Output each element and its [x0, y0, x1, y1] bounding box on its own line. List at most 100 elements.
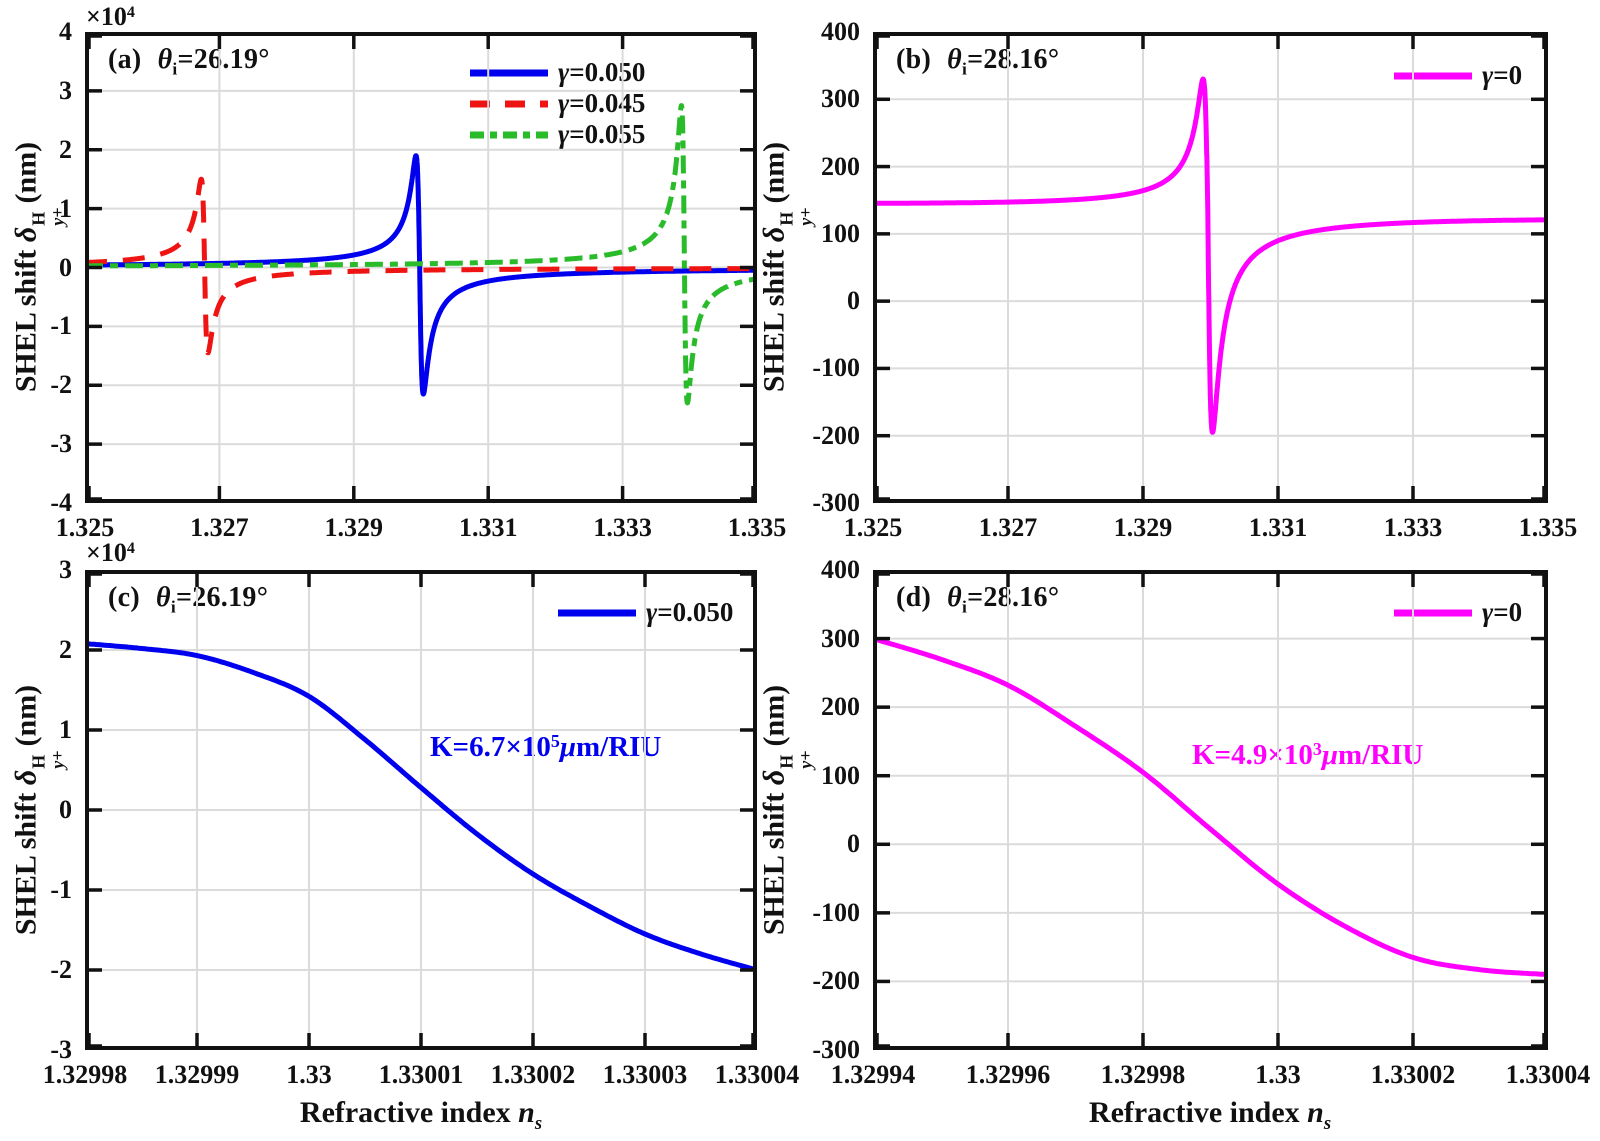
y-tick-label: -1 — [50, 875, 72, 904]
x-tick-label: 1.32999 — [154, 1060, 240, 1089]
ylabel-superscript: H — [776, 754, 797, 769]
y-tick-label: 4 — [59, 17, 72, 46]
x-tick-label: 1.33 — [286, 1060, 332, 1089]
y-tick-label: 1 — [59, 715, 72, 744]
plot-area-d — [873, 570, 1548, 1050]
legend-line-dashdot-icon — [470, 131, 548, 138]
panel-title-c: (c) θi=26.19° — [108, 582, 269, 617]
x-tick-label: 1.329 — [324, 513, 384, 542]
y-tick-label: 300 — [821, 84, 860, 114]
legend-item: γ=0.055 — [468, 119, 645, 150]
series-curve-γ=0.050 — [85, 153, 757, 397]
y-tick-label: -2 — [50, 955, 72, 984]
legend-label: γ=0.050 — [558, 57, 646, 87]
legend-label: γ=0.045 — [558, 88, 646, 118]
ylabel-superscript: H — [776, 211, 797, 226]
y-tick-label: 0 — [847, 829, 860, 859]
x-tick-label: 1.33002 — [1370, 1060, 1456, 1089]
y-tick-label: -4 — [50, 488, 72, 517]
y-tick-label: 2 — [59, 134, 72, 164]
series-curve-γ=0.050 — [85, 641, 757, 973]
y-tick-label: 1 — [59, 193, 72, 223]
legend-c: γ=0.050 — [556, 597, 733, 628]
legend-label: γ=0 — [1482, 597, 1523, 627]
x-tick-label: 1.32996 — [965, 1060, 1051, 1089]
legend-line-solid-icon — [470, 69, 548, 76]
y-tick-label: 100 — [821, 760, 860, 790]
y-tick-label: 300 — [821, 623, 860, 653]
y-tick-label: -1 — [50, 311, 72, 341]
legend-b: γ=0 — [1392, 60, 1522, 91]
x-tick-label: 1.33004 — [714, 1060, 800, 1089]
legend-line-solid-icon — [1394, 72, 1472, 79]
x-tick-label: 1.325 — [843, 513, 903, 542]
legend-label: γ=0.055 — [558, 119, 646, 149]
x-tick-label: 1.335 — [727, 513, 787, 542]
y-tick-label: -3 — [50, 1035, 72, 1064]
panel-title-a: (a) θi=26.19° — [108, 44, 270, 79]
ylabel-subscript: y+ — [47, 750, 68, 769]
legend-label: γ=0.050 — [646, 597, 734, 627]
y-tick-label: 200 — [821, 692, 860, 722]
x-tick-label: 1.32994 — [830, 1060, 916, 1089]
y-tick-label: -200 — [812, 966, 860, 996]
series-curve-γ=0.055 — [85, 103, 757, 406]
y-tick-label: 0 — [847, 286, 860, 316]
ylabel-superscript: H — [28, 754, 49, 769]
y-tick-label: 400 — [821, 17, 860, 46]
y-tick-label: -200 — [812, 420, 860, 450]
x-tick-label: 1.327 — [978, 513, 1038, 542]
sensitivity-annotation-c: K=6.7×105μm/RIU — [430, 731, 662, 763]
y-tick-label: 100 — [821, 218, 860, 248]
y-tick-label: 2 — [59, 635, 72, 664]
x-tick-label: 1.33 — [1255, 1060, 1301, 1089]
x-tick-label: 1.32998 — [1100, 1060, 1186, 1089]
x-axis-label-c: Refractive index ns — [299, 1096, 543, 1135]
y-tick-label: 400 — [821, 555, 860, 584]
legend-item: γ=0 — [1392, 60, 1522, 91]
y-tick-label: -100 — [812, 353, 860, 383]
y-axis-multiplier-c: ×104 — [86, 538, 135, 567]
x-tick-label: 1.33002 — [490, 1060, 576, 1089]
ylabel-subscript: y+ — [795, 750, 816, 769]
panel-title-b: (b) θi=28.16° — [896, 44, 1060, 79]
y-tick-label: -3 — [50, 429, 72, 459]
x-tick-label: 1.331 — [458, 513, 518, 542]
x-axis-label-d: Refractive index ns — [1088, 1096, 1332, 1135]
legend-item: γ=0.045 — [468, 88, 645, 119]
legend-line-solid-icon — [1394, 609, 1472, 616]
y-tick-label: 0 — [59, 795, 72, 824]
legend-a: γ=0.050 γ=0.045 γ=0.055 — [468, 57, 645, 150]
x-tick-label: 1.325 — [55, 513, 115, 542]
series-curve-γ=0.045 — [85, 176, 757, 356]
y-tick-label: 3 — [59, 75, 72, 105]
y-tick-label: 200 — [821, 151, 860, 181]
legend-label: γ=0 — [1482, 60, 1523, 90]
y-tick-label: -300 — [812, 1035, 860, 1064]
x-tick-label: 1.33001 — [378, 1060, 464, 1089]
legend-item: γ=0.050 — [556, 597, 733, 628]
series-curve-γ=0 — [873, 76, 1548, 435]
x-tick-label: 1.333 — [1383, 513, 1443, 542]
sensitivity-annotation-d: K=4.9×103μm/RIU — [1192, 739, 1424, 771]
series-curve-γ=0 — [873, 636, 1548, 978]
legend-d: γ=0 — [1392, 597, 1522, 628]
legend-line-solid-icon — [558, 609, 636, 616]
legend-line-dashed-icon — [470, 100, 548, 107]
plot-area-a — [85, 32, 757, 503]
y-tick-label: -2 — [50, 370, 72, 400]
legend-item: γ=0 — [1392, 597, 1522, 628]
x-tick-label: 1.327 — [190, 513, 249, 542]
ylabel-superscript: H — [28, 211, 49, 226]
panel-title-d: (d) θi=28.16° — [896, 582, 1060, 617]
y-axis-multiplier-a: ×104 — [86, 2, 135, 31]
y-tick-label: -100 — [812, 897, 860, 927]
ylabel-subscript: y+ — [795, 207, 816, 226]
y-tick-label: 0 — [59, 252, 72, 282]
x-tick-label: 1.32998 — [42, 1060, 128, 1089]
legend-item: γ=0.050 — [468, 57, 645, 88]
